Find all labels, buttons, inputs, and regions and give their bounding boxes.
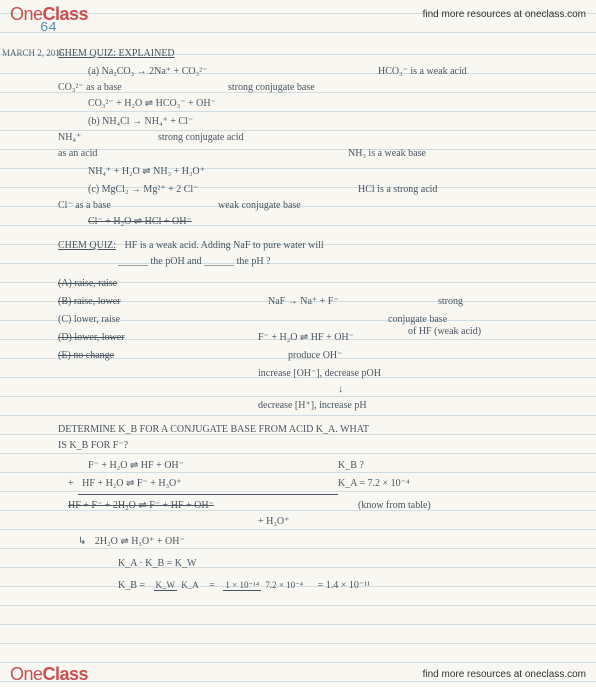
line-2a: CO₃²⁻ as a base — [58, 80, 122, 95]
notes-content: CHEM QUIZ: EXPLAINED (a) Na₂CO₃ → 2Na⁺ +… — [58, 46, 586, 659]
eq6-res: = 1.4 × 10⁻¹¹ — [318, 578, 371, 593]
eq3a: HF + F⁻ + 2H₂O ⇌ F⁻ + HF + OH⁻ — [68, 498, 214, 513]
line-7: NH₄⁺ + H₂O ⇌ NH₃ + H₃O⁺ — [88, 164, 205, 179]
line-8a: (c) MgCl₂ → Mg²⁺ + 2 Cl⁻ — [88, 182, 198, 197]
opt-a: (A) raise, raise — [58, 276, 117, 291]
eq6-num2: 1 × 10⁻¹⁴ — [223, 581, 261, 591]
line-a-note: HCO₃⁻ is a weak acid — [378, 64, 467, 79]
header-link[interactable]: find more resources at oneclass.com — [423, 9, 586, 20]
line-5b: strong conjugate acid — [158, 130, 244, 145]
eq6-eq: = — [209, 578, 215, 593]
opt-e-r: produce OH⁻ — [288, 348, 342, 363]
opt-b: (B) raise, lower — [58, 294, 120, 309]
opt-c: (C) lower, raise — [58, 312, 120, 327]
opt-d: (D) lower, lower — [58, 330, 125, 345]
eq6a: K_B = — [118, 578, 145, 593]
line-5a: NH₄⁺ — [58, 130, 81, 145]
line-3: CO₃²⁻ + H₂O ⇌ HCO₃⁻ + OH⁻ — [88, 96, 216, 111]
line-10: Cl⁻ + H₂O ⇌ HCl + OH⁻ — [88, 214, 192, 229]
notebook-paper: 64 MARCH 2, 2016 CHEM QUIZ: EXPLAINED (a… — [0, 0, 596, 687]
eq4: 2H₂O ⇌ H₃O⁺ + OH⁻ — [95, 534, 185, 549]
quiz-q1: HF is a weak acid. Adding NaF to pure wa… — [125, 238, 324, 253]
footer-logo-part2: Class — [43, 664, 89, 684]
line-8b: HCl is a strong acid — [358, 182, 437, 197]
eq6-den2: 7.2 × 10⁻⁴ — [263, 581, 305, 590]
eq6-den1: K_A — [179, 581, 201, 590]
det1: DETERMINE K_B FOR A CONJUGATE BASE FROM … — [58, 422, 369, 437]
opt-b-r1: NaF → Na⁺ + F⁻ — [268, 294, 339, 309]
margin-date: MARCH 2, 2016 — [2, 48, 64, 58]
line-a: (a) Na₂CO₃ → 2Na⁺ + CO₃²⁻ — [88, 64, 207, 79]
work-arrow: ↓ — [338, 382, 343, 397]
quiz-q2: ______ the pOH and ______ the pH ? — [118, 254, 270, 269]
logo[interactable]: OneClass — [10, 4, 88, 25]
eq1b: K_B ? — [338, 458, 364, 473]
eq1a: F⁻ + H₂O ⇌ HF + OH⁻ — [88, 458, 184, 473]
opt-d-r: F⁻ + H₂O ⇌ HF + OH⁻ — [258, 330, 354, 345]
eq2a: HF + H₂O ⇌ F⁻ + H₃O⁺ — [82, 476, 181, 491]
footer-logo-part1: One — [10, 664, 43, 684]
title: CHEM QUIZ: EXPLAINED — [58, 46, 175, 61]
line-2b: strong conjugate base — [228, 80, 315, 95]
opt-b-r2: strong — [438, 294, 463, 309]
logo-part2: Class — [43, 4, 89, 24]
eq5: K_A · K_B = K_W — [118, 556, 196, 571]
line-9a: Cl⁻ as a base — [58, 198, 111, 213]
eq6-num1: K_W — [154, 581, 178, 591]
work2: decrease [H⁺], increase pH — [258, 398, 367, 413]
det2: IS K_B FOR F⁻? — [58, 438, 128, 453]
eq3c: + H₃O⁺ — [258, 514, 289, 529]
quiz-head: CHEM QUIZ: — [58, 238, 116, 253]
line-4: (b) NH₄Cl → NH₄⁺ + Cl⁻ — [88, 114, 193, 129]
line-6: as an acid — [58, 146, 97, 161]
work1: increase [OH⁻], decrease pOH — [258, 366, 381, 381]
line-9b: weak conjugate base — [218, 198, 301, 213]
footer-link[interactable]: find more resources at oneclass.com — [423, 669, 586, 680]
footer: OneClass find more resources at oneclass… — [0, 661, 596, 687]
header: OneClass find more resources at oneclass… — [0, 0, 596, 28]
line-6r: NH₃ is a weak base — [348, 146, 426, 161]
eq2b: K_A = 7.2 × 10⁻⁴ — [338, 476, 409, 491]
logo-part1: One — [10, 4, 43, 24]
opt-e: (E) no change — [58, 348, 114, 363]
eq3b: (know from table) — [358, 498, 431, 513]
footer-logo[interactable]: OneClass — [10, 664, 88, 685]
